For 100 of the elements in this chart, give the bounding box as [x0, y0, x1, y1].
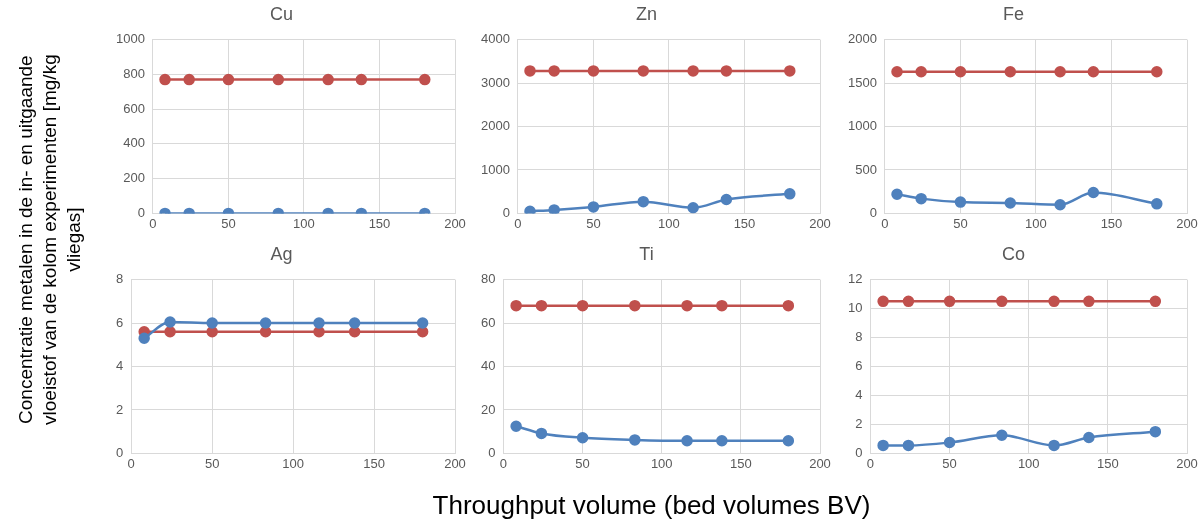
point: [629, 434, 641, 446]
point: [687, 202, 699, 214]
point: [1083, 295, 1095, 308]
x-tick-label: 100: [1017, 455, 1040, 471]
x-tick-label: 50: [575, 455, 590, 471]
y-tick-label: 1500: [848, 74, 877, 90]
point: [681, 435, 693, 447]
point: [784, 65, 796, 77]
y-tick-label: 0: [137, 204, 145, 220]
point: [1054, 198, 1066, 211]
x-axis-title: Throughput volume (bed volumes BV): [431, 490, 872, 521]
point: [716, 435, 728, 447]
y-tick-label: 4000: [481, 31, 510, 47]
x-tick-label: 100: [658, 215, 680, 231]
x-tick-label: 150: [363, 455, 385, 471]
x-tick-label: 150: [733, 215, 756, 231]
y-tick-label: 2000: [481, 118, 510, 134]
y-tick-label: 2: [116, 401, 124, 417]
y-tick-label: 2: [855, 416, 863, 432]
point: [416, 317, 429, 329]
x-tick-label: 150: [368, 215, 391, 231]
x-tick-label: 200: [444, 215, 466, 231]
point: [548, 65, 560, 77]
chart-title: Co: [1001, 243, 1026, 264]
point: [782, 435, 795, 447]
point: [1151, 66, 1163, 78]
point: [535, 299, 548, 312]
x-tick-label: 200: [444, 455, 466, 471]
chart-title: Cu: [269, 3, 294, 24]
point: [510, 299, 522, 312]
point: [587, 201, 600, 213]
y-tick-label: 0: [869, 204, 877, 220]
y-tick-label: 0: [502, 204, 510, 220]
point: [954, 196, 967, 208]
point: [206, 317, 218, 329]
y-tick-label: 400: [123, 135, 145, 151]
point: [782, 299, 795, 312]
x-tick-label: 50: [953, 215, 968, 231]
point: [510, 420, 522, 432]
x-tick-label: 150: [1097, 455, 1119, 471]
y-tick-label: 3000: [481, 74, 510, 90]
point: [954, 66, 967, 78]
x-tick-label: 200: [809, 455, 831, 471]
y-tick-label: 4: [855, 387, 863, 403]
y-axis-title: Concentratie metalen in de in- en uitgaande vloeistof van de kolom experimenten [mg/kg vliegas]: [14, 53, 85, 428]
point: [1083, 431, 1095, 444]
y-tick-label: 1000: [481, 161, 510, 177]
y-tick-label: 6: [855, 358, 863, 374]
point: [1151, 198, 1163, 210]
point: [138, 332, 150, 345]
x-tick-label: 150: [730, 455, 752, 471]
point: [535, 427, 548, 440]
point: [891, 66, 903, 78]
point: [877, 439, 889, 452]
point: [996, 429, 1008, 442]
point: [587, 65, 600, 77]
point: [996, 295, 1008, 308]
chart-title: Ti: [639, 243, 654, 264]
x-tick-label: 100: [1025, 215, 1047, 231]
point: [348, 317, 361, 329]
point: [637, 65, 650, 77]
point: [1004, 66, 1017, 78]
y-tick-label: 40: [480, 358, 496, 374]
y-tick-label: 20: [480, 401, 496, 417]
point: [1149, 425, 1162, 438]
y-tick-label: 12: [847, 271, 863, 287]
point: [629, 299, 641, 312]
point: [576, 299, 589, 312]
x-tick-label: 200: [1176, 455, 1198, 471]
point: [164, 316, 176, 328]
point: [637, 195, 650, 208]
point: [1149, 295, 1162, 308]
y-tick-label: 1000: [116, 31, 145, 47]
point: [681, 299, 693, 312]
y-tick-label: 600: [123, 100, 145, 116]
y-tick-label: 0: [855, 444, 863, 460]
y-tick-label: 800: [123, 65, 145, 81]
point: [877, 295, 889, 308]
x-tick-label: 50: [586, 215, 601, 231]
chart-title: Ag: [270, 243, 293, 264]
point: [891, 188, 903, 201]
x-tick-label: 50: [942, 455, 957, 471]
point: [524, 65, 536, 77]
point: [1087, 66, 1100, 78]
y-tick-label: 60: [480, 314, 496, 330]
point: [716, 299, 728, 312]
point: [720, 193, 733, 206]
point: [1048, 295, 1060, 308]
point: [784, 188, 796, 200]
point: [548, 204, 560, 214]
chart-title: Zn: [635, 3, 658, 24]
x-tick-label: 50: [204, 455, 220, 471]
point: [943, 436, 956, 449]
y-tick-label: 0: [488, 444, 496, 460]
x-tick-label: 50: [221, 215, 236, 231]
x-tick-label: 150: [1100, 215, 1123, 231]
point: [687, 65, 699, 77]
x-tick-label: 100: [650, 455, 673, 471]
point: [902, 295, 915, 308]
y-tick-label: 500: [855, 161, 877, 177]
